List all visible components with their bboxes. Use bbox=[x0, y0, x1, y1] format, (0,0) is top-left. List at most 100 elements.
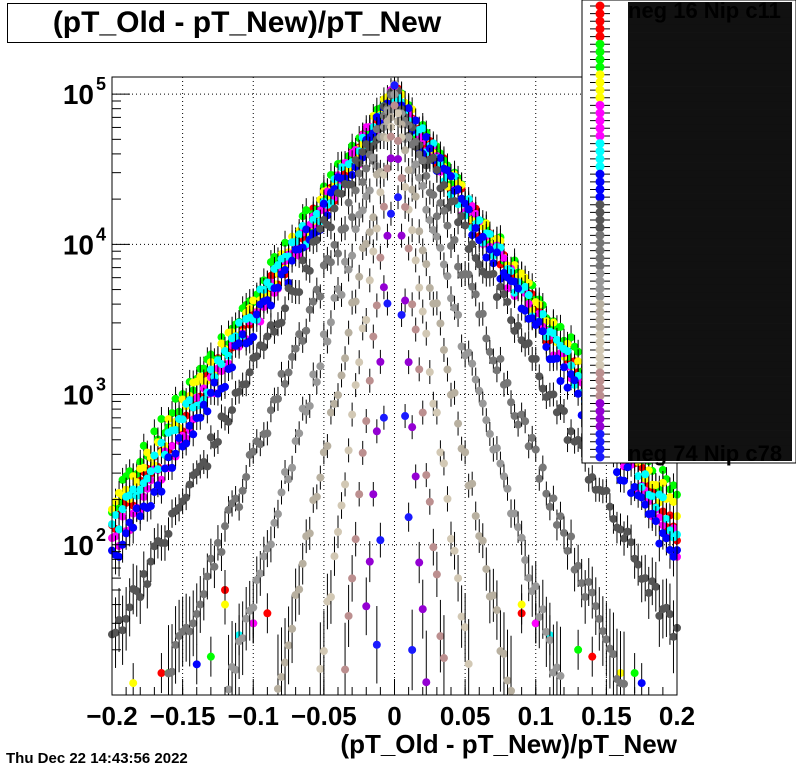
data-point bbox=[620, 476, 629, 485]
data-point bbox=[482, 565, 491, 574]
legend-label-bar bbox=[628, 9, 792, 18]
data-point bbox=[397, 174, 406, 183]
data-point bbox=[316, 292, 325, 301]
legend-label-bar bbox=[628, 323, 792, 332]
data-point bbox=[305, 529, 314, 538]
legend-marker bbox=[595, 261, 605, 271]
data-point bbox=[312, 209, 321, 218]
data-point bbox=[563, 347, 572, 356]
legend-label-bar bbox=[628, 269, 792, 278]
data-point bbox=[341, 665, 350, 674]
data-point bbox=[457, 212, 466, 221]
data-point bbox=[192, 660, 201, 669]
legend-marker bbox=[595, 85, 605, 95]
legend-label-bar bbox=[628, 399, 792, 408]
data-point bbox=[281, 304, 290, 313]
data-point bbox=[531, 582, 540, 591]
data-point bbox=[411, 472, 420, 481]
data-point bbox=[372, 224, 381, 233]
legend-label-bar bbox=[628, 185, 792, 194]
data-point bbox=[150, 451, 159, 460]
data-point bbox=[644, 588, 653, 597]
data-point bbox=[563, 436, 572, 445]
data-point bbox=[499, 649, 508, 658]
data-point bbox=[439, 345, 448, 354]
data-point bbox=[439, 181, 448, 190]
data-point bbox=[277, 488, 286, 497]
legend-label-bar bbox=[628, 231, 792, 240]
data-point bbox=[507, 686, 516, 695]
legend-marker bbox=[595, 162, 605, 172]
data-point bbox=[330, 204, 339, 213]
data-point bbox=[273, 684, 282, 693]
data-point bbox=[623, 463, 632, 472]
data-point bbox=[394, 193, 403, 202]
data-point bbox=[408, 300, 417, 309]
data-point bbox=[545, 636, 554, 645]
data-point bbox=[129, 679, 138, 688]
data-point bbox=[535, 317, 544, 326]
data-point bbox=[563, 383, 572, 392]
legend-marker bbox=[595, 330, 605, 340]
data-point bbox=[475, 216, 484, 225]
data-point bbox=[115, 525, 124, 534]
data-point bbox=[485, 347, 494, 356]
legend-marker bbox=[595, 291, 605, 301]
data-point bbox=[157, 438, 166, 447]
legend-marker bbox=[595, 1, 605, 11]
legend-label-bar bbox=[628, 101, 792, 110]
data-point bbox=[157, 487, 166, 496]
data-point bbox=[355, 272, 364, 281]
data-point bbox=[164, 529, 173, 538]
data-point bbox=[355, 490, 364, 499]
data-point bbox=[273, 510, 282, 519]
data-point bbox=[418, 156, 427, 165]
data-point bbox=[362, 239, 371, 248]
data-point bbox=[153, 481, 162, 490]
data-point bbox=[266, 540, 275, 549]
data-point bbox=[538, 384, 547, 393]
data-point bbox=[401, 202, 410, 211]
data-point bbox=[394, 109, 403, 118]
data-point bbox=[221, 600, 229, 609]
data-point bbox=[648, 492, 657, 501]
data-point bbox=[503, 378, 512, 387]
data-point bbox=[570, 376, 579, 385]
data-point bbox=[334, 527, 342, 536]
data-point bbox=[326, 318, 335, 327]
data-point bbox=[468, 479, 477, 488]
data-point bbox=[192, 468, 201, 477]
data-point bbox=[139, 569, 148, 578]
data-point bbox=[662, 603, 671, 612]
data-point bbox=[415, 365, 424, 374]
data-point bbox=[471, 375, 480, 384]
data-point bbox=[312, 378, 321, 387]
data-point bbox=[510, 277, 519, 286]
data-point bbox=[422, 205, 431, 214]
data-point bbox=[630, 669, 639, 678]
data-point bbox=[263, 332, 272, 341]
data-point bbox=[514, 284, 523, 293]
data-point bbox=[567, 333, 576, 342]
data-point bbox=[224, 505, 233, 514]
data-point bbox=[461, 448, 470, 457]
data-point bbox=[549, 329, 558, 338]
data-point bbox=[492, 292, 501, 301]
data-point bbox=[263, 609, 272, 618]
data-point bbox=[351, 297, 360, 306]
data-point bbox=[302, 326, 311, 335]
data-point bbox=[143, 474, 152, 483]
data-point bbox=[136, 512, 145, 521]
data-point bbox=[362, 315, 371, 324]
data-point bbox=[111, 511, 120, 520]
legend-marker bbox=[595, 360, 605, 370]
data-point bbox=[634, 472, 643, 481]
data-point bbox=[132, 504, 141, 513]
legend-marker bbox=[595, 70, 605, 80]
data-point bbox=[316, 473, 325, 482]
data-point bbox=[316, 362, 325, 371]
data-point bbox=[432, 212, 441, 221]
legend-label-bar bbox=[628, 376, 792, 385]
legend-marker bbox=[595, 421, 605, 431]
